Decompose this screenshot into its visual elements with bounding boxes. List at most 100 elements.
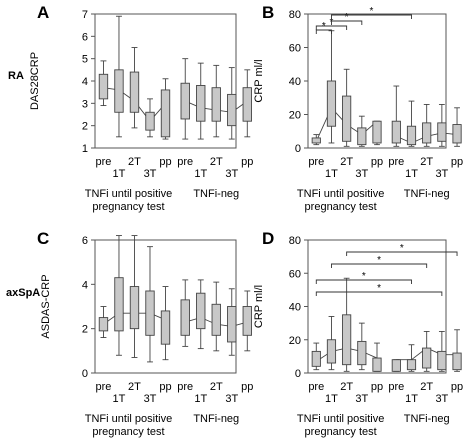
significance-bracket: * xyxy=(331,255,428,268)
bracket-line xyxy=(331,20,363,25)
significance-marker: * xyxy=(400,243,404,254)
x-tick-label: 3T xyxy=(435,393,448,405)
significance-marker: * xyxy=(377,255,381,266)
box-iqr xyxy=(145,111,155,131)
y-tick-label: 80 xyxy=(289,9,301,21)
box-pp-group1 xyxy=(242,69,252,138)
group-label: TNFi-neg xyxy=(404,188,450,200)
significance-bracket: * xyxy=(346,243,458,256)
box-pp-group1 xyxy=(452,107,462,147)
y-axis-label: ASDAS-CRP xyxy=(40,274,52,338)
box-iqr xyxy=(437,350,447,371)
box-3T-group0 xyxy=(145,246,155,363)
panel-letter: B xyxy=(262,3,274,22)
box-3T-group1 xyxy=(437,330,447,372)
box-2T-group1 xyxy=(211,64,221,138)
box-1T-group0 xyxy=(326,30,337,144)
box-1T-group1 xyxy=(196,62,206,140)
box-iqr xyxy=(242,306,252,336)
box-iqr xyxy=(372,120,382,144)
box-pre-group1 xyxy=(391,85,401,147)
box-iqr xyxy=(145,290,155,336)
box-iqr xyxy=(406,359,417,371)
box-1T-group0 xyxy=(326,316,337,371)
box-iqr xyxy=(342,314,352,366)
y-axis-label: DAS28CRP xyxy=(29,52,41,110)
x-tick-label: pre xyxy=(96,381,112,393)
box-iqr xyxy=(180,82,190,120)
significance-bracket: * xyxy=(315,283,443,296)
box-iqr xyxy=(227,306,237,343)
y-tick-label: 3 xyxy=(82,98,88,110)
box-iqr xyxy=(422,122,432,144)
box-3T-group0 xyxy=(357,115,367,147)
box-3T-group1 xyxy=(227,67,237,140)
significance-marker: * xyxy=(377,283,381,294)
box-iqr xyxy=(391,120,401,144)
row-label-ra: RA xyxy=(8,70,24,82)
box-iqr xyxy=(98,317,109,332)
y-axis-label: CRP ml/l xyxy=(253,59,265,102)
group-label: TNFi-neg xyxy=(193,188,239,200)
y-tick-label: 40 xyxy=(289,76,301,88)
group-label: TNFi until positive pregnancy test xyxy=(297,188,384,213)
significance-bracket: * xyxy=(315,271,412,284)
box-1T-group1 xyxy=(406,100,417,147)
box-pp-group0 xyxy=(372,120,382,146)
row-label-axspa: axSpA xyxy=(6,287,40,299)
x-tick-label: pre xyxy=(308,156,324,168)
box-pp-group1 xyxy=(452,329,462,372)
box-iqr xyxy=(342,95,352,142)
box-iqr xyxy=(422,347,432,369)
box-iqr xyxy=(227,93,237,127)
group-label: TNFi-neg xyxy=(193,413,239,425)
box-2T-group1 xyxy=(211,281,221,352)
y-tick-label: 20 xyxy=(289,335,301,347)
x-tick-label: 1T xyxy=(325,393,338,405)
x-tick-label: 3T xyxy=(435,168,448,180)
x-tick-label: pp xyxy=(241,156,253,168)
significance-bracket: * xyxy=(331,12,363,25)
box-pre-group0 xyxy=(311,342,321,371)
box-iqr xyxy=(326,339,337,364)
box-2T-group0 xyxy=(129,235,140,358)
box-pre-group1 xyxy=(180,58,190,140)
box-iqr xyxy=(98,73,109,100)
x-tick-label: pre xyxy=(388,156,404,168)
box-iqr xyxy=(211,303,221,336)
box-pre-group1 xyxy=(180,279,190,347)
box-2T-group0 xyxy=(342,277,352,372)
box-iqr xyxy=(114,69,124,113)
y-tick-label: 6 xyxy=(82,31,88,43)
panel-letter: D xyxy=(262,229,274,248)
box-1T-group0 xyxy=(114,235,124,356)
y-tick-label: 40 xyxy=(289,302,301,314)
x-tick-label: 2T xyxy=(340,381,353,393)
bracket-line xyxy=(331,263,428,268)
x-tick-label: 2T xyxy=(420,156,433,168)
y-tick-label: 0 xyxy=(295,368,301,380)
x-tick-label: 1T xyxy=(325,168,338,180)
box-iqr xyxy=(357,127,367,146)
x-tick-label: 3T xyxy=(144,168,157,180)
box-iqr xyxy=(242,87,252,122)
group-label: TNFi-neg xyxy=(404,413,450,425)
box-2T-group0 xyxy=(129,47,140,129)
x-tick-label: pp xyxy=(451,381,463,393)
box-iqr xyxy=(129,286,140,330)
x-tick-label: pre xyxy=(308,381,324,393)
x-tick-label: pre xyxy=(96,156,112,168)
box-pre-group0 xyxy=(98,306,109,338)
x-tick-label: 3T xyxy=(225,393,238,405)
x-tick-label: 1T xyxy=(194,393,207,405)
x-tick-label: 1T xyxy=(405,393,418,405)
box-2T-group1 xyxy=(422,330,432,372)
x-tick-label: 2T xyxy=(420,381,433,393)
x-tick-label: 2T xyxy=(210,381,223,393)
bracket-line xyxy=(315,291,443,296)
box-pre-group0 xyxy=(98,60,109,107)
x-tick-label: 1T xyxy=(405,168,418,180)
